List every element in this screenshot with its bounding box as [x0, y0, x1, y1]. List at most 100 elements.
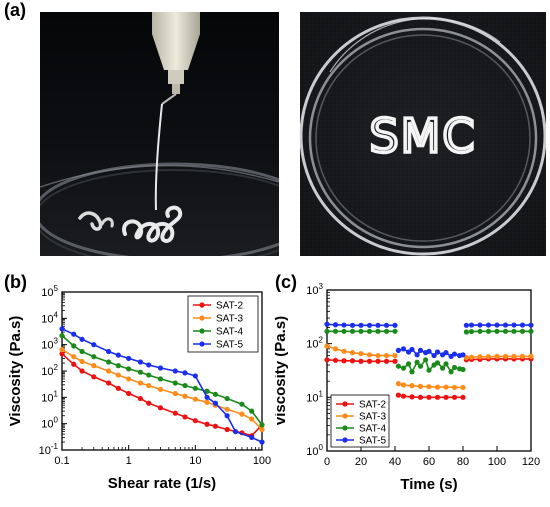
- data-point-sat-3: [137, 380, 144, 386]
- data-point-sat-4: [71, 343, 77, 349]
- data-point-sat-5: [477, 322, 483, 328]
- data-point-sat-3: [519, 353, 526, 359]
- legend-marker: [199, 328, 205, 334]
- data-point-sat-4: [477, 328, 483, 334]
- data-point-sat-3: [239, 411, 245, 417]
- data-point-sat-5: [324, 321, 330, 327]
- x-axis-label: Shear rate (1/s): [108, 475, 216, 492]
- legend-marker: [199, 341, 205, 347]
- data-point-sat-4: [224, 395, 230, 402]
- data-point-sat-2: [417, 394, 424, 400]
- data-point-sat-3: [409, 383, 415, 389]
- legend-label: SAT-4: [359, 424, 386, 435]
- data-point-sat-5: [392, 322, 398, 328]
- data-point-sat-4: [324, 328, 330, 334]
- data-point-sat-5: [417, 347, 424, 353]
- data-point-sat-5: [204, 394, 210, 400]
- data-point-sat-5: [126, 355, 132, 362]
- data-point-sat-2: [212, 423, 219, 429]
- data-point-sat-3: [443, 384, 449, 390]
- photo-petri-dish-smc: SMC: [300, 12, 546, 256]
- data-point-sat-4: [105, 359, 112, 365]
- data-point-sat-4: [239, 401, 245, 407]
- data-point-sat-5: [349, 322, 356, 328]
- data-point-sat-4: [79, 348, 85, 355]
- data-point-sat-5: [383, 322, 390, 328]
- data-point-sat-5: [91, 342, 97, 348]
- data-point-sat-5: [332, 322, 339, 328]
- data-point-sat-3: [426, 384, 432, 390]
- data-point-sat-5: [460, 352, 466, 358]
- data-point-sat-5: [485, 322, 492, 328]
- data-point-sat-5: [494, 322, 500, 328]
- data-point-sat-2: [400, 393, 407, 399]
- data-point-sat-4: [409, 369, 415, 375]
- data-point-sat-4: [440, 365, 446, 371]
- y-tick-label: 104: [41, 310, 58, 325]
- data-point-sat-5: [366, 322, 373, 328]
- data-point-sat-3: [59, 346, 65, 353]
- data-point-sat-4: [182, 382, 188, 389]
- data-point-sat-4: [502, 328, 509, 334]
- data-point-sat-3: [204, 399, 210, 405]
- legend-marker: [199, 315, 205, 321]
- data-point-sat-2: [392, 358, 398, 364]
- legend-label: SAT-3: [216, 314, 243, 325]
- legend-label: SAT-2: [359, 400, 386, 411]
- data-point-sat-3: [115, 372, 121, 378]
- panel-label-a: (a): [4, 0, 26, 20]
- data-point-sat-4: [395, 363, 401, 369]
- data-point-sat-2: [59, 351, 65, 357]
- y-tick-label: 103: [41, 337, 58, 352]
- data-point-sat-3: [192, 396, 198, 402]
- data-point-sat-4: [406, 361, 412, 367]
- data-point-sat-2: [71, 361, 77, 367]
- data-point-sat-5: [192, 373, 198, 379]
- data-point-sat-5: [341, 322, 347, 328]
- x-tick-label: 40: [389, 456, 401, 468]
- data-point-sat-2: [358, 358, 364, 364]
- data-point-sat-4: [485, 328, 492, 334]
- data-point-sat-4: [383, 328, 390, 334]
- chart-c-viscosity-vs-time: 0 20 40 60 80 100 120 100 101 102 103 Time (s) visco…: [275, 282, 540, 493]
- data-point-sat-5: [358, 322, 364, 328]
- data-point-sat-5: [502, 322, 509, 328]
- data-point-sat-2: [146, 400, 152, 406]
- legend-label: SAT-4: [216, 327, 243, 338]
- legend-marker: [342, 413, 348, 419]
- photo-syringe-extrusion: [40, 12, 279, 256]
- y-tick-label: 105: [41, 284, 58, 299]
- data-point-sat-5: [259, 439, 265, 445]
- data-point-sat-5: [105, 348, 112, 355]
- data-point-sat-5: [395, 347, 401, 353]
- data-point-sat-3: [249, 416, 255, 422]
- x-tick-label: 1: [126, 455, 132, 467]
- x-tick-label: 80: [457, 456, 469, 468]
- data-point-sat-4: [375, 328, 381, 334]
- data-point-sat-5: [157, 365, 164, 371]
- data-point-sat-4: [426, 367, 432, 373]
- data-point-sat-2: [192, 418, 198, 424]
- data-point-sat-5: [224, 413, 230, 419]
- data-point-sat-4: [423, 357, 429, 363]
- data-point-sat-3: [485, 354, 492, 360]
- data-point-sat-2: [434, 394, 441, 400]
- data-point-sat-3: [383, 352, 390, 359]
- data-point-sat-4: [392, 328, 398, 334]
- data-point-sat-5: [511, 322, 517, 328]
- data-point-sat-4: [349, 328, 356, 334]
- data-point-sat-4: [157, 376, 164, 382]
- data-point-sat-2: [157, 405, 164, 411]
- data-point-sat-3: [434, 384, 441, 390]
- data-point-sat-2: [426, 394, 432, 400]
- data-point-sat-5: [212, 400, 219, 406]
- data-point-sat-5: [434, 349, 441, 355]
- data-point-sat-5: [232, 428, 239, 435]
- data-point-sat-4: [192, 385, 198, 391]
- data-point-sat-3: [172, 390, 178, 397]
- data-point-sat-3: [182, 393, 188, 399]
- data-point-sat-4: [448, 369, 454, 375]
- x-tick-label: 100: [253, 455, 271, 467]
- data-point-sat-3: [392, 352, 398, 359]
- chart-b-viscosity-vs-shear-rate: 0.1 1 10 100 10-1 100 101 102 103 104 105 Shear rat…: [7, 284, 271, 492]
